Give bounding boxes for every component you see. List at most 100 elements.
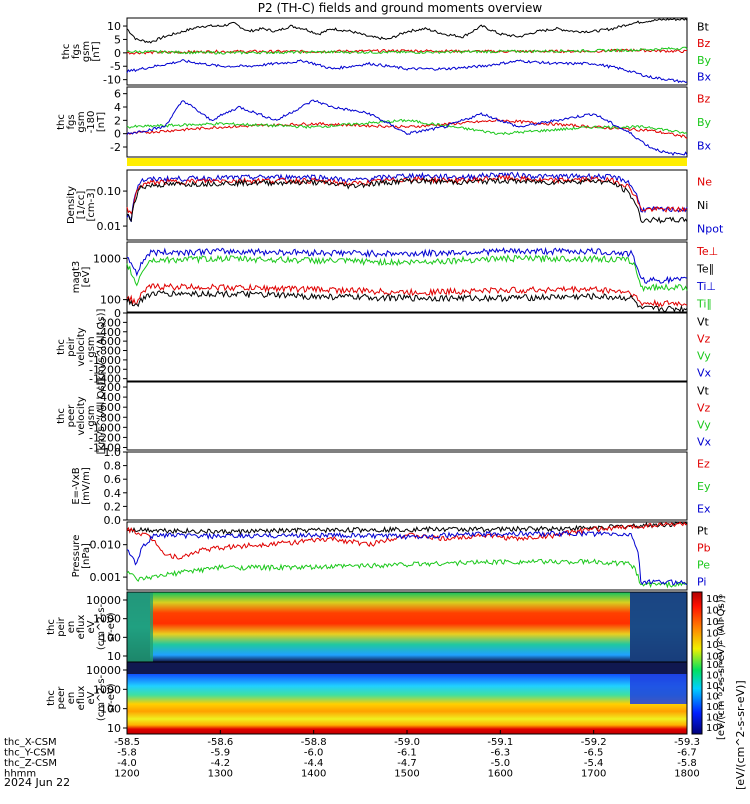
colorbar-tick-label: 10⁵ — [706, 629, 723, 640]
y-label-line: en — [66, 621, 77, 634]
legend-entry: Ni — [697, 199, 708, 212]
legend-entry: Npot — [697, 222, 724, 235]
y-tick-label: -800 — [96, 411, 121, 424]
y-label-line: (cm^2-s- — [96, 674, 107, 721]
y-ticks: 1000 100 — [93, 252, 127, 307]
y-tick-label: 0 — [114, 307, 121, 320]
legend-entry: Vx — [697, 367, 712, 380]
y-axis-label: thc peer velocity gsm [km/s^(All Qs)] — [56, 378, 107, 455]
legend: Ne Ni Npot — [697, 176, 724, 236]
y-label-line: [nT] — [91, 41, 102, 61]
y-tick-label: 5 — [114, 33, 121, 46]
y-tick-label: 0.0 — [104, 514, 122, 527]
spectrogram-edge — [630, 674, 687, 704]
series-line-Npot — [126, 171, 688, 222]
y-tick-label: 0 — [114, 128, 121, 141]
spectrogram-body — [127, 674, 687, 734]
legend-entry: Vt — [697, 385, 710, 398]
y-tick-label: -1000 — [89, 354, 121, 367]
y-axis-label: thc peir velocity gsm [km/s^(All Qs)] — [56, 309, 107, 386]
x-tick-label: -5.9 — [211, 748, 231, 759]
series-lines — [126, 246, 688, 314]
y-tick-label: 10 — [107, 650, 121, 663]
y-tick-label: -200 — [96, 381, 121, 394]
y-label-line: [1/cc] — [76, 191, 87, 220]
x-tick-label: -6.0 — [304, 748, 324, 759]
y-tick-label: -1400 — [89, 441, 121, 454]
legend-entry: Vz — [697, 402, 711, 415]
x-row-label: thc_X-CSM — [4, 737, 57, 748]
y-tick-label: 6 — [114, 88, 121, 101]
colorbar-tick-label: 10⁶ — [706, 681, 723, 692]
y-ticks: 0.10 0.01 — [97, 185, 127, 233]
y-tick-label: -10 — [103, 74, 121, 87]
legend: Bz By Bx — [697, 93, 712, 153]
x-tick-label: -5.0 — [491, 758, 511, 769]
y-tick-label: -600 — [96, 335, 121, 348]
x-tick-label: 1700 — [581, 769, 606, 780]
x-tick-label: -6.3 — [491, 748, 511, 759]
series-line-By — [126, 46, 688, 55]
x-tick-label: -59.1 — [487, 737, 513, 748]
y-tick-label: -600 — [96, 401, 121, 414]
spectrogram-body — [150, 592, 630, 662]
x-tick-label: -4.4 — [304, 758, 324, 769]
legend: Vt Vz Vy Vx — [697, 385, 712, 449]
y-label-line: fgs — [66, 114, 77, 129]
panel-frame — [126, 169, 688, 241]
x-tick-label: -6.7 — [677, 748, 697, 759]
y-tick-label: 10000 — [86, 664, 121, 677]
x-row-label: hhmm — [4, 769, 36, 780]
y-axis-label: thc peer en eflux eV (cm^2-s-sr-eV) — [46, 674, 117, 721]
y-tick-label: 1000 — [93, 683, 121, 696]
y-label-line: eflux — [76, 615, 87, 640]
series-lines — [126, 521, 688, 589]
legend-entry: By — [697, 116, 712, 129]
y-label-line: [mV/m] — [81, 467, 92, 505]
y-tick-label: 0.6 — [104, 473, 122, 486]
colorbar-tick-label: 10³ — [706, 652, 723, 663]
colorbar-axis-label: [eV/(cm^2-s-sr-eV)] — [734, 680, 747, 790]
y-ticks: 10000 1000 100 10 — [86, 664, 127, 735]
colorbar-tick-label: 10⁸ — [706, 660, 723, 671]
panel-frame — [126, 241, 688, 313]
y-label-line: eV — [86, 620, 97, 633]
series-line-Bx — [126, 99, 688, 156]
y-axis-label: thc fgs gsm -180 [nT] — [56, 111, 107, 134]
y-label-line: en — [66, 692, 77, 705]
series-line-Pi — [126, 530, 688, 586]
y-label-line: [nPa] — [81, 543, 92, 569]
legend-entry: Bz — [697, 93, 711, 106]
legend-entry: Ti∥ — [696, 297, 712, 310]
y-axis-label: magt3 [eV] — [71, 261, 92, 294]
legend-entry: Ez — [697, 457, 710, 470]
colorbar-gradient — [691, 591, 703, 735]
y-label-line: peir — [56, 616, 67, 636]
legend-entry: Ne — [697, 176, 712, 189]
y-tick-label: 1.0 — [104, 446, 122, 459]
series-line-Te⊥ — [126, 282, 688, 308]
y-tick-label: 0 — [114, 47, 121, 60]
y-label-line: thc — [46, 690, 57, 706]
y-axis-label: Density [1/cc] [cm-3] — [66, 186, 97, 224]
y-label-line: (cm^2-s- — [96, 603, 107, 650]
x-tick-label: 1400 — [301, 769, 326, 780]
y-label-line: sr-eV) — [106, 612, 117, 641]
y-tick-label: 100 — [100, 631, 121, 644]
y-label-line: thc — [56, 114, 67, 130]
y-label-line: [nT] — [96, 112, 107, 132]
y-tick-label: 0.8 — [104, 460, 122, 473]
y-label-line: Density — [66, 186, 77, 224]
legend-entry: Pi — [697, 576, 706, 589]
y-label-line: gsm — [76, 111, 87, 132]
x-axis-rows: thc_X-CSM -58.5 -58.6 -58.8 -59.0 -59.1 -59.2-… — [4, 737, 700, 780]
series-line-Bt — [126, 17, 688, 44]
y-label-line: velocity — [76, 327, 87, 366]
legend-entry: Ex — [697, 503, 711, 516]
y-ticks: 0-200-400-600-800-1000-1200-1400 — [89, 307, 127, 386]
x-tick-label: 1500 — [394, 769, 419, 780]
y-tick-label: 0.2 — [104, 500, 122, 513]
panel-pressure: 0.010 0.001 Pressure [nPa] Pt Pb Pe Pi — [71, 521, 711, 591]
